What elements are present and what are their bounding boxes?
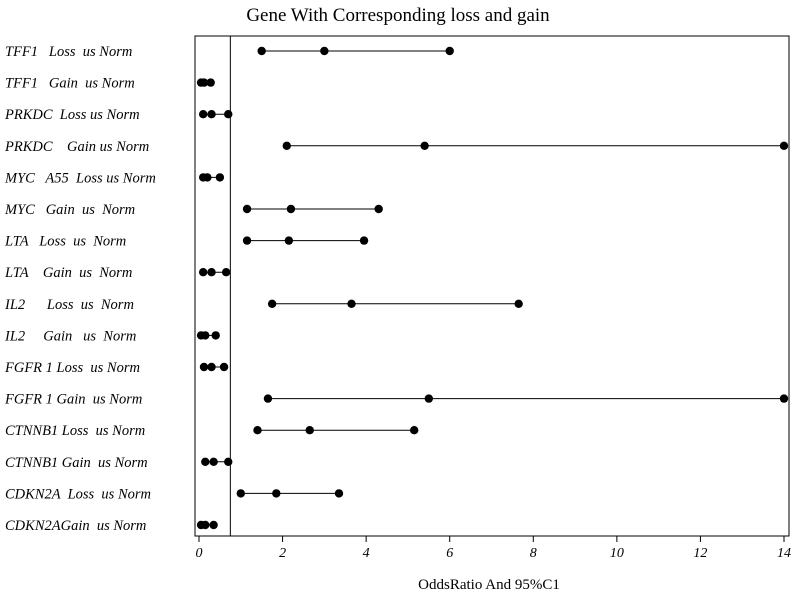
category-label: FGFR 1 Loss us Norm: [4, 360, 140, 376]
category-labels: TFF1 Loss us Norm TFF1 Gain us Norm PRKDC …: [4, 44, 156, 534]
ci-low-point: [282, 141, 291, 150]
category-label: PRKDC Loss us Norm: [4, 107, 140, 123]
odds-ratio-point: [284, 236, 294, 245]
ci-high-point: [221, 268, 231, 277]
odds-ratio-point: [207, 362, 216, 372]
category-label: PRKDC Gain us Norm: [4, 139, 149, 155]
category-label: CTNNB1 Gain us Norm: [5, 455, 148, 471]
ci-low-point: [242, 236, 252, 245]
ci-low-point: [242, 204, 252, 214]
ci-high-point: [224, 457, 233, 466]
odds-ratio-point: [286, 204, 296, 214]
x-tick-label: 12: [693, 546, 707, 561]
category-label: CTNNB1 Loss us Norm: [5, 423, 145, 439]
category-label: CDKN2AGain us Norm: [5, 518, 146, 534]
chart-title: Gene With Corresponding loss and gain: [246, 5, 550, 26]
ci-high-point: [224, 110, 233, 119]
category-label: TFF1 Gain us Norm: [5, 76, 135, 92]
category-label: IL2 Gain us Norm: [4, 328, 136, 344]
x-axis: 0 2 4 6 8 10 12 14: [196, 536, 791, 561]
category-label: CDKN2A Loss us Norm: [5, 486, 151, 502]
category-label: MYC A55 Loss us Norm: [4, 170, 156, 186]
odds-ratio-point: [199, 78, 209, 87]
category-label: TFF1 Loss us Norm: [5, 44, 132, 60]
category-label: LTA Loss us Norm: [4, 234, 126, 250]
ci-high-point: [359, 236, 369, 245]
x-tick-label: 6: [446, 546, 453, 561]
x-tick-label: 14: [777, 546, 791, 561]
x-axis-label: OddsRatio And 95%C1: [418, 577, 560, 593]
category-label: LTA Gain us Norm: [4, 265, 132, 281]
ci-high-point: [215, 173, 225, 182]
x-tick-label: 8: [530, 546, 537, 561]
ci-low-point: [198, 110, 208, 119]
category-label: IL2 Loss us Norm: [4, 297, 134, 313]
odds-ratio-point: [207, 110, 216, 119]
ci-high-point: [219, 362, 229, 372]
confidence-intervals: [201, 50, 784, 526]
x-tick-label: 4: [363, 546, 370, 561]
odds-ratio-point: [420, 141, 429, 150]
ci-low-point: [257, 46, 266, 56]
odds-ratio-point: [201, 331, 210, 340]
odds-ratio-point: [305, 426, 314, 435]
x-tick-label: 0: [196, 546, 203, 561]
category-label: FGFR 1 Gain us Norm: [4, 392, 142, 408]
ci-low-point: [263, 394, 273, 403]
odds-ratio-point: [272, 489, 281, 498]
ci-high-point: [779, 141, 789, 150]
odds-ratio-point: [347, 299, 356, 308]
odds-ratio-point: [209, 457, 218, 466]
category-label: MYC Gain us Norm: [4, 202, 135, 218]
ci-high-point: [514, 299, 523, 308]
odds-ratio-point: [207, 268, 216, 277]
ci-high-point: [334, 489, 344, 498]
odds-ratio-point: [203, 173, 212, 182]
odds-ratio-point: [320, 46, 329, 56]
ci-high-point: [206, 78, 215, 87]
ci-low-point: [236, 489, 245, 498]
x-tick-label: 2: [279, 546, 286, 561]
ci-low-point: [199, 362, 209, 372]
ci-high-point: [209, 520, 218, 530]
ci-low-point: [201, 457, 210, 466]
ci-high-point: [374, 204, 383, 214]
ci-low-point: [198, 268, 208, 277]
plot-frame: [194, 35, 790, 537]
ci-high-point: [211, 331, 220, 340]
odds-ratio-point: [201, 520, 210, 530]
ci-high-point: [445, 46, 454, 56]
ci-high-point: [779, 394, 789, 403]
data-points: [196, 46, 789, 530]
x-tick-label: 10: [610, 546, 624, 561]
ci-high-point: [409, 426, 419, 435]
ci-low-point: [253, 426, 262, 435]
odds-ratio-point: [424, 394, 434, 403]
ci-low-point: [267, 299, 277, 308]
